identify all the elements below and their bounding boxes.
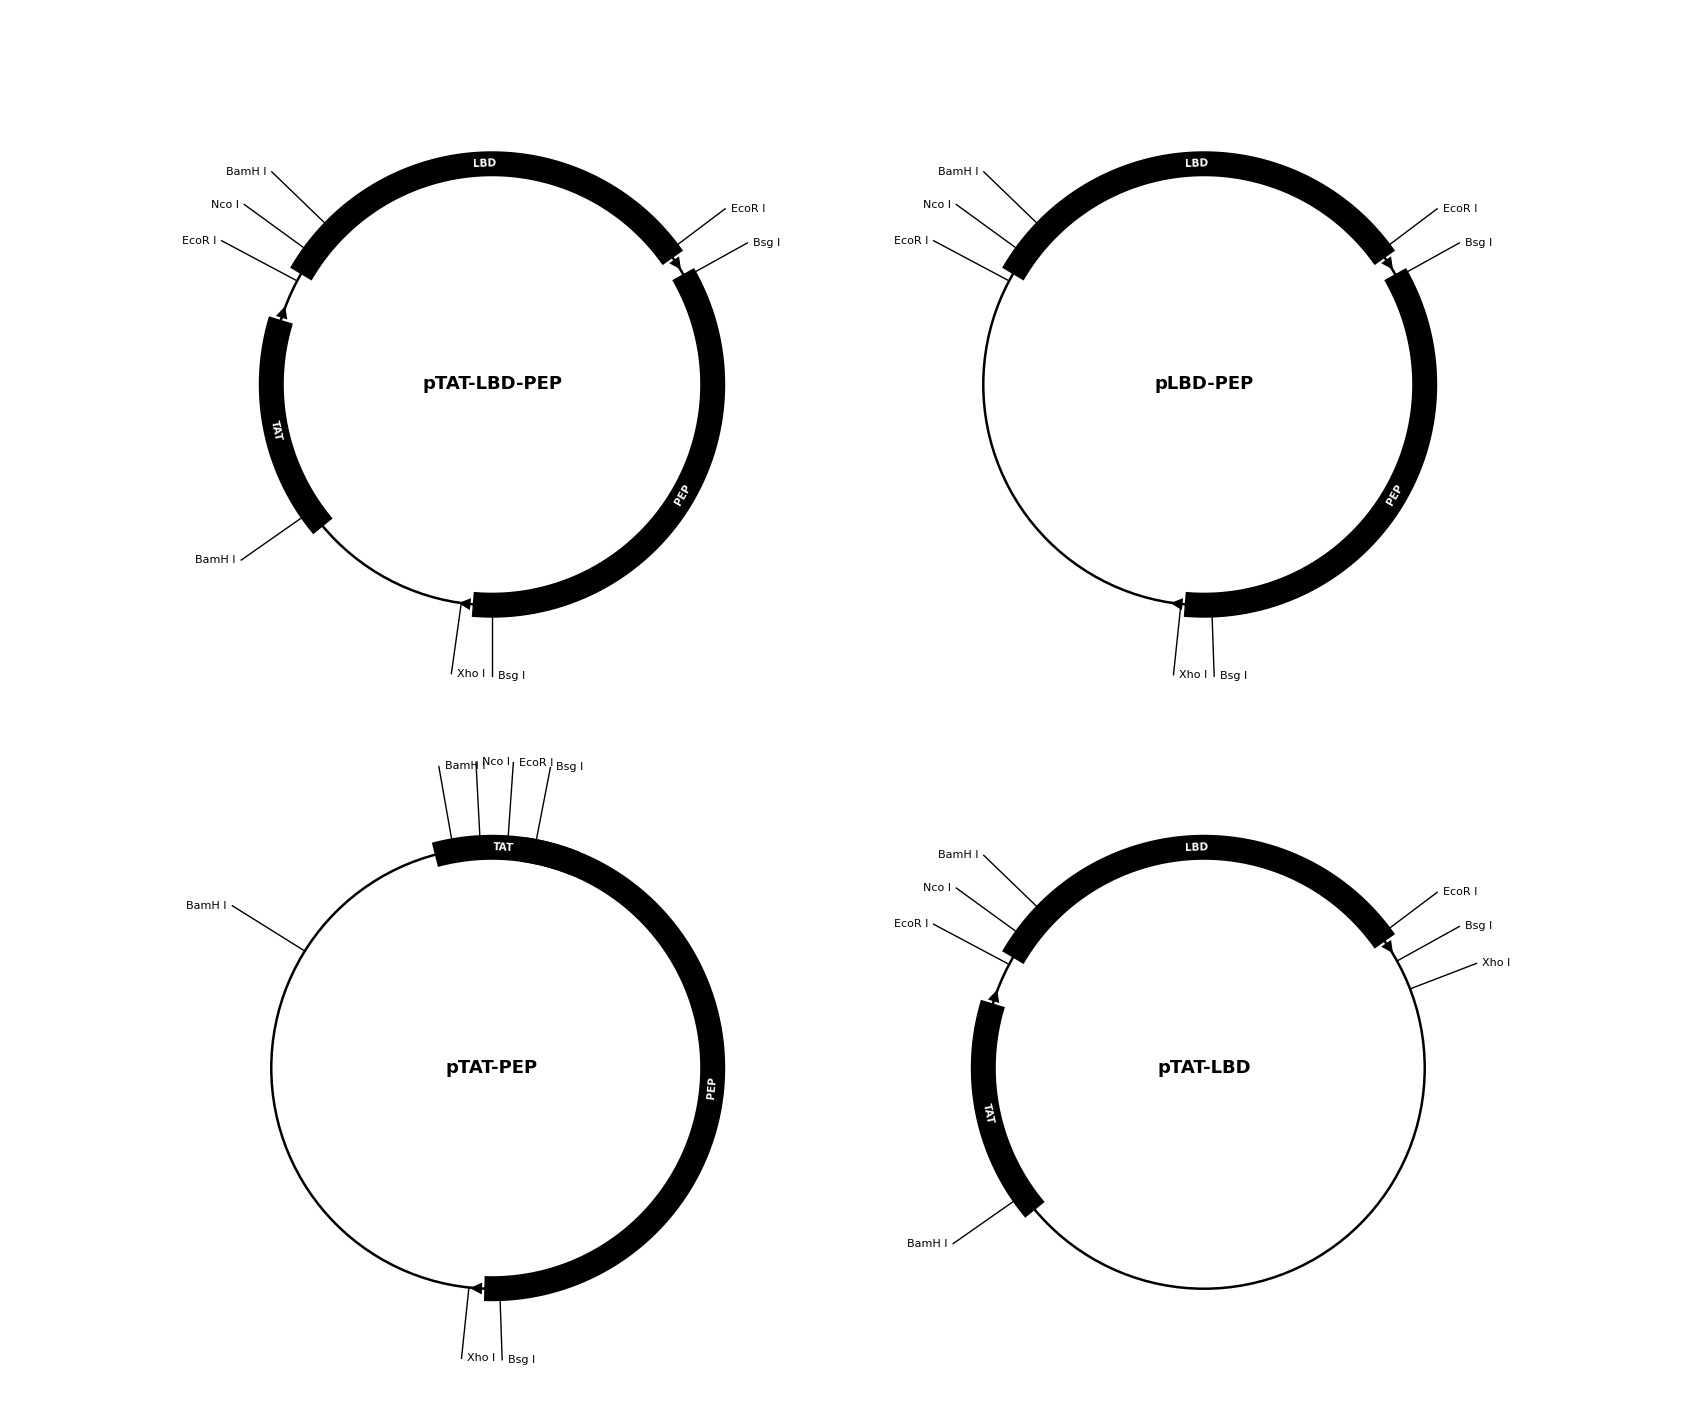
Text: EcoR I: EcoR I xyxy=(731,204,765,214)
Text: Xho I: Xho I xyxy=(1482,958,1511,968)
Text: EcoR I: EcoR I xyxy=(894,236,928,246)
Text: PEP: PEP xyxy=(706,1075,717,1099)
Text: BamH I: BamH I xyxy=(226,167,266,177)
Text: EcoR I: EcoR I xyxy=(1443,204,1477,214)
Text: BamH I: BamH I xyxy=(444,762,485,772)
Text: EcoR I: EcoR I xyxy=(1443,887,1477,897)
Text: LBD: LBD xyxy=(1184,158,1208,169)
Text: pLBD-PEP: pLBD-PEP xyxy=(1155,376,1253,393)
Text: Nco I: Nco I xyxy=(923,883,951,893)
Text: Bsg I: Bsg I xyxy=(497,671,526,682)
Text: BamH I: BamH I xyxy=(907,1239,948,1249)
Text: pTAT-PEP: pTAT-PEP xyxy=(446,1059,538,1077)
Text: Bsg I: Bsg I xyxy=(507,1354,536,1364)
Text: PEP: PEP xyxy=(1386,483,1404,507)
Text: EcoR I: EcoR I xyxy=(181,236,215,246)
Text: TAT: TAT xyxy=(980,1102,996,1125)
Text: PEP: PEP xyxy=(673,483,694,507)
Text: Xho I: Xho I xyxy=(466,1353,495,1363)
Text: Nco I: Nco I xyxy=(923,199,951,209)
Text: TAT: TAT xyxy=(494,842,514,853)
Text: Nco I: Nco I xyxy=(210,199,239,209)
Text: Nco I: Nco I xyxy=(482,758,510,768)
Text: pTAT-LBD: pTAT-LBD xyxy=(1157,1059,1252,1077)
Text: BamH I: BamH I xyxy=(938,850,979,860)
Text: Bsg I: Bsg I xyxy=(1465,238,1492,248)
Text: BamH I: BamH I xyxy=(187,901,227,911)
Text: BamH I: BamH I xyxy=(938,167,979,177)
Text: BamH I: BamH I xyxy=(195,555,236,565)
Text: LBD: LBD xyxy=(473,158,497,169)
Text: Bsg I: Bsg I xyxy=(753,238,780,248)
Text: TAT: TAT xyxy=(270,419,283,441)
Text: pTAT-LBD-PEP: pTAT-LBD-PEP xyxy=(422,376,561,393)
Text: Xho I: Xho I xyxy=(1179,669,1208,679)
Text: Bsg I: Bsg I xyxy=(1465,921,1492,931)
Text: Xho I: Xho I xyxy=(456,668,485,679)
Text: Bsg I: Bsg I xyxy=(1219,671,1247,681)
Text: EcoR I: EcoR I xyxy=(894,920,928,930)
Text: EcoR I: EcoR I xyxy=(519,758,553,768)
Text: Bsg I: Bsg I xyxy=(556,762,583,772)
Text: LBD: LBD xyxy=(1184,842,1208,853)
